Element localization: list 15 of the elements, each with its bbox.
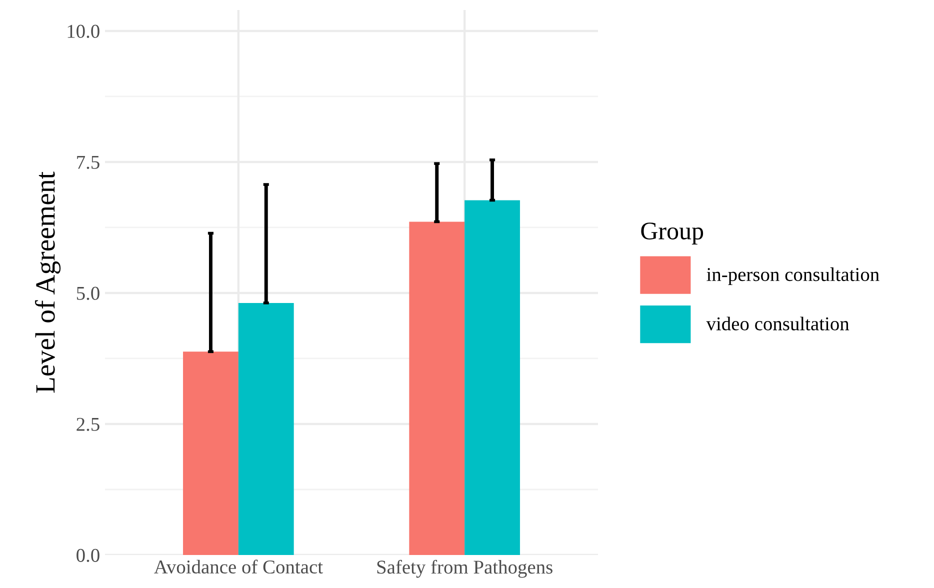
legend-label: video consultation bbox=[706, 316, 850, 330]
bar bbox=[183, 352, 238, 555]
y-tick-label: 2.5 bbox=[76, 418, 100, 432]
y-tick-label: 10.0 bbox=[68, 24, 100, 38]
y-tick-label: 0.0 bbox=[76, 548, 100, 562]
legend-title: Group bbox=[641, 222, 704, 245]
y-tick-label: 7.5 bbox=[77, 156, 100, 169]
y-axis-title: Level of Agreement bbox=[35, 172, 61, 393]
bar bbox=[238, 302, 294, 555]
y-tick-label: 5.0 bbox=[76, 286, 100, 300]
x-tick-label: Avoidance of Contact bbox=[154, 560, 323, 574]
bar bbox=[409, 222, 465, 555]
x-tick-label: Safety from Pathogens bbox=[377, 560, 552, 578]
bar bbox=[464, 200, 520, 555]
legend-label: in-person consultation bbox=[706, 267, 880, 286]
